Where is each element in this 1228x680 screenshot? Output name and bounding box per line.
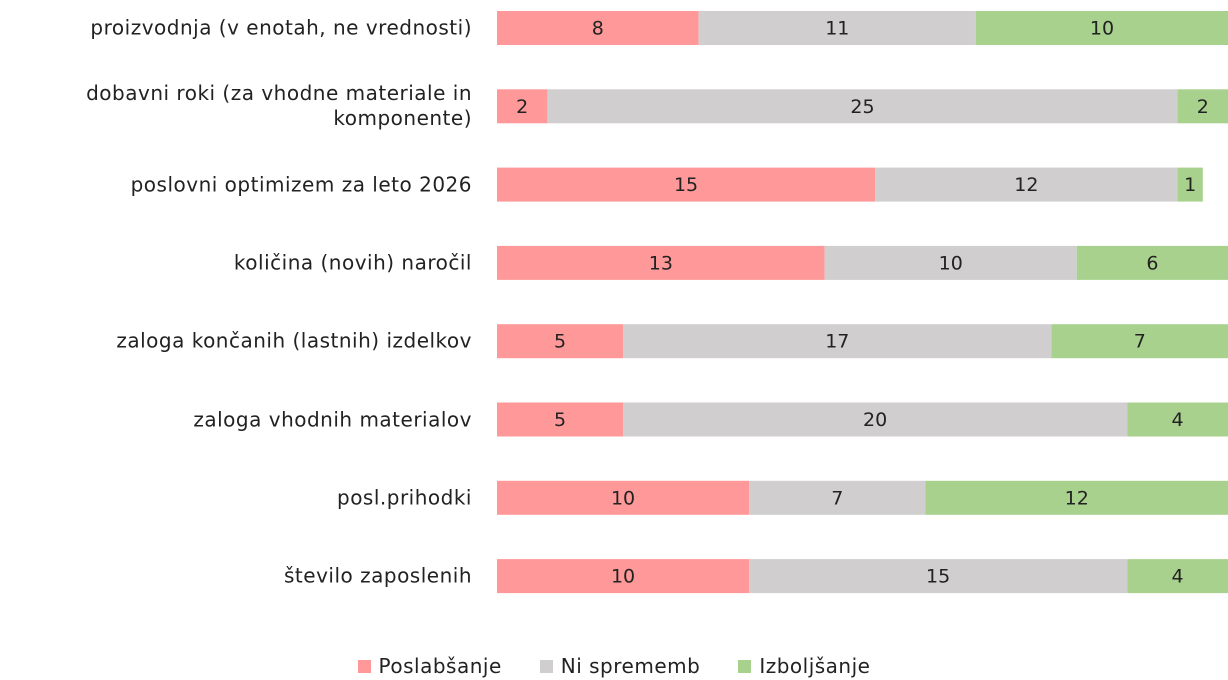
bar-segment (975, 11, 1228, 45)
data-label: 10 (1090, 18, 1114, 40)
data-label: 6 (1146, 252, 1158, 274)
bar-segment (547, 89, 1178, 124)
bar-segment (698, 11, 976, 45)
legend-swatch (738, 659, 752, 673)
bar-segment (1076, 245, 1228, 280)
data-label: 25 (850, 96, 874, 118)
bar-segment (497, 245, 825, 280)
bar-segment (749, 480, 926, 515)
legend-swatch (357, 659, 371, 673)
data-label: 10 (611, 566, 635, 588)
data-label: 10 (611, 487, 635, 509)
bar-segment (824, 245, 1077, 280)
data-label: 2 (516, 96, 528, 118)
category-label: dobavni roki (za vhodne materiale in kom… (86, 81, 472, 131)
legend-label: Poslabšanje (378, 654, 502, 678)
data-label: 12 (1065, 487, 1089, 509)
category-label: količina (novih) naročil (233, 250, 472, 275)
bar-segment (497, 480, 750, 515)
category-label: zaloga končanih (lastnih) izdelkov (116, 328, 472, 353)
data-label: 17 (825, 331, 849, 353)
category-label: zaloga vhodnih materialov (193, 407, 472, 431)
bar-segment (497, 89, 548, 124)
bar-segment (749, 559, 1128, 594)
legend-swatch (539, 659, 553, 673)
bar-segment (497, 402, 624, 437)
data-label: 4 (1172, 566, 1184, 588)
data-label: 10 (939, 252, 963, 274)
legend-label: Ni sprememb (560, 654, 701, 678)
bar-segment (497, 167, 876, 202)
data-label: 15 (926, 566, 950, 588)
bar-segment (875, 167, 1178, 202)
bar-segment (623, 324, 1052, 359)
bar-segment (1051, 324, 1228, 359)
bar-segment (497, 11, 699, 45)
bar-segment (1177, 167, 1203, 202)
data-label: 12 (1014, 174, 1038, 196)
legend-item: Izboljšanje (738, 654, 870, 678)
category-label: proizvodnja (v enotah, ne vrednosti) (90, 15, 472, 40)
bar-segment (623, 402, 1128, 437)
data-label: 13 (649, 252, 673, 274)
data-label: 7 (831, 487, 843, 509)
bar-segment (497, 324, 624, 359)
data-label: 7 (1134, 331, 1146, 353)
data-label: 11 (825, 18, 849, 40)
bar-segment (925, 480, 1228, 515)
category-label: posl.prihodki (337, 485, 472, 510)
data-label: 4 (1172, 409, 1184, 431)
data-label: 5 (554, 331, 566, 353)
data-label: 8 (592, 18, 604, 40)
category-label: število zaposlenih (284, 563, 472, 588)
bar-segment (1127, 559, 1228, 594)
legend: Poslabšanje Ni sprememb Izboljšanje (0, 654, 1228, 678)
data-label: 1 (1184, 174, 1196, 196)
data-label: 5 (554, 409, 566, 431)
data-label: 20 (863, 409, 887, 431)
category-label: poslovni optimizem za leto 2026 (130, 172, 472, 197)
legend-label: Izboljšanje (759, 654, 871, 678)
data-label: 15 (674, 174, 698, 196)
bar-segment (1177, 89, 1228, 124)
bar-segment (1127, 402, 1228, 437)
legend-item: Poslabšanje (357, 654, 502, 678)
data-label: 2 (1197, 96, 1209, 118)
legend-item: Ni sprememb (539, 654, 701, 678)
bar-segment (497, 559, 750, 594)
